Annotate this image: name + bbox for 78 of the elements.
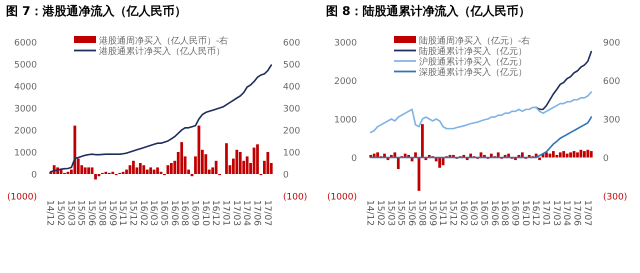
x-tick-label: 15/08: [96, 200, 106, 226]
y2-tick-label: 300: [603, 116, 620, 126]
legend-label: 陆股通累计净买入（亿元）: [419, 46, 527, 57]
y2-tick-label: (300): [603, 192, 628, 202]
x-tick-label: 16/12: [210, 200, 220, 226]
y-tick-label: 0: [351, 154, 358, 164]
x-tick-label: 17/06: [571, 200, 582, 226]
legend-label: 港股通累计净买入（亿人民币）: [99, 46, 225, 57]
x-tick-label: 14/12: [364, 200, 375, 226]
x-tick-label: 17/01: [540, 200, 550, 226]
x-tick-label: 15/03: [65, 200, 76, 226]
y2-tick-label: 500: [283, 60, 300, 70]
x-tick-label: 16/10: [200, 200, 210, 226]
y2-tick-label: 0: [283, 170, 289, 180]
y-tick-label: 3000: [334, 38, 358, 48]
y2-tick-label: 200: [283, 126, 300, 136]
x-tick-label: 15/12: [447, 200, 458, 226]
legend-label: 深股通累计净买入（亿元）: [419, 67, 527, 78]
x-tick-label: 15/12: [127, 200, 138, 226]
y-tick-label: 6000: [14, 38, 38, 48]
x-tick-label: 15/06: [86, 200, 96, 226]
x-tick-label: 16/06: [488, 200, 499, 226]
x-tick-label: 15/05: [396, 200, 406, 226]
x-tick-label: 14/12: [44, 200, 55, 226]
chart-title: 图 7：港股通净流入（亿人民币）: [6, 4, 187, 18]
y2-tick-label: 600: [603, 77, 620, 87]
x-tick-label: 17/06: [251, 200, 262, 226]
x-tick-label: 17/03: [230, 200, 241, 226]
x-tick-label: 16/12: [530, 200, 540, 226]
x-tick-label: 16/08: [179, 200, 190, 226]
y2-tick-label: 900: [603, 38, 620, 48]
x-tick-label: 15/05: [76, 200, 86, 226]
x-tick-label: 17/07: [582, 200, 592, 226]
y-tick-label: 4000: [14, 82, 38, 92]
y-tick-label: (1000): [327, 192, 357, 202]
x-tick-label: 16/03: [148, 200, 158, 226]
x-tick-label: 15/02: [375, 200, 386, 226]
legend-label: 陆股通周净买入（亿元）-右: [419, 36, 530, 46]
y-tick-label: 2000: [334, 77, 358, 87]
y-tick-label: 3000: [14, 104, 38, 114]
y2-tick-label: 100: [283, 148, 300, 158]
x-tick-label: 16/02: [138, 200, 148, 226]
x-tick-label: 17/03: [550, 200, 561, 226]
y-tick-label: (1000): [7, 192, 37, 202]
chart-title: 图 8：陆股通累计净流入（亿人民币）: [326, 4, 531, 18]
y-tick-label: 1000: [334, 116, 358, 126]
x-tick-label: 15/03: [385, 200, 396, 226]
x-tick-label: 15/11: [117, 200, 128, 226]
x-tick-label: 16/09: [189, 200, 200, 226]
y-tick-label: 2000: [14, 126, 38, 136]
y-tick-label: 5000: [14, 60, 38, 70]
x-tick-label: 16/09: [509, 200, 520, 226]
x-tick-label: 15/09: [426, 200, 437, 226]
x-tick-label: 17/04: [241, 200, 252, 226]
y2-tick-label: (100): [283, 192, 308, 202]
y2-tick-label: 400: [283, 82, 300, 92]
y-tick-label: 1000: [14, 148, 38, 158]
x-tick-label: 16/06: [168, 200, 179, 226]
x-tick-label: 15/02: [55, 200, 66, 226]
x-tick-label: 15/09: [106, 200, 117, 226]
x-tick-label: 15/11: [437, 200, 448, 226]
legend-label: 港股通周净买入（亿人民币）-右: [99, 36, 228, 46]
x-tick-label: 15/08: [416, 200, 426, 226]
y2-tick-label: 300: [283, 104, 300, 114]
x-tick-label: 16/02: [458, 200, 468, 226]
y2-tick-label: 600: [283, 38, 300, 48]
x-tick-label: 17/07: [262, 200, 272, 226]
y2-tick-label: 0: [603, 154, 609, 164]
legend-label: 沪股通累计净买入（亿元）: [419, 56, 527, 68]
x-tick-label: 16/03: [468, 200, 478, 226]
x-tick-label: 16/05: [478, 200, 488, 226]
x-tick-label: 17/01: [220, 200, 230, 226]
x-tick-label: 15/06: [406, 200, 416, 226]
x-tick-label: 17/04: [561, 200, 572, 226]
y-tick-label: 0: [31, 170, 38, 180]
x-tick-label: 16/10: [520, 200, 530, 226]
x-tick-label: 16/05: [158, 200, 168, 226]
x-tick-label: 16/08: [499, 200, 510, 226]
